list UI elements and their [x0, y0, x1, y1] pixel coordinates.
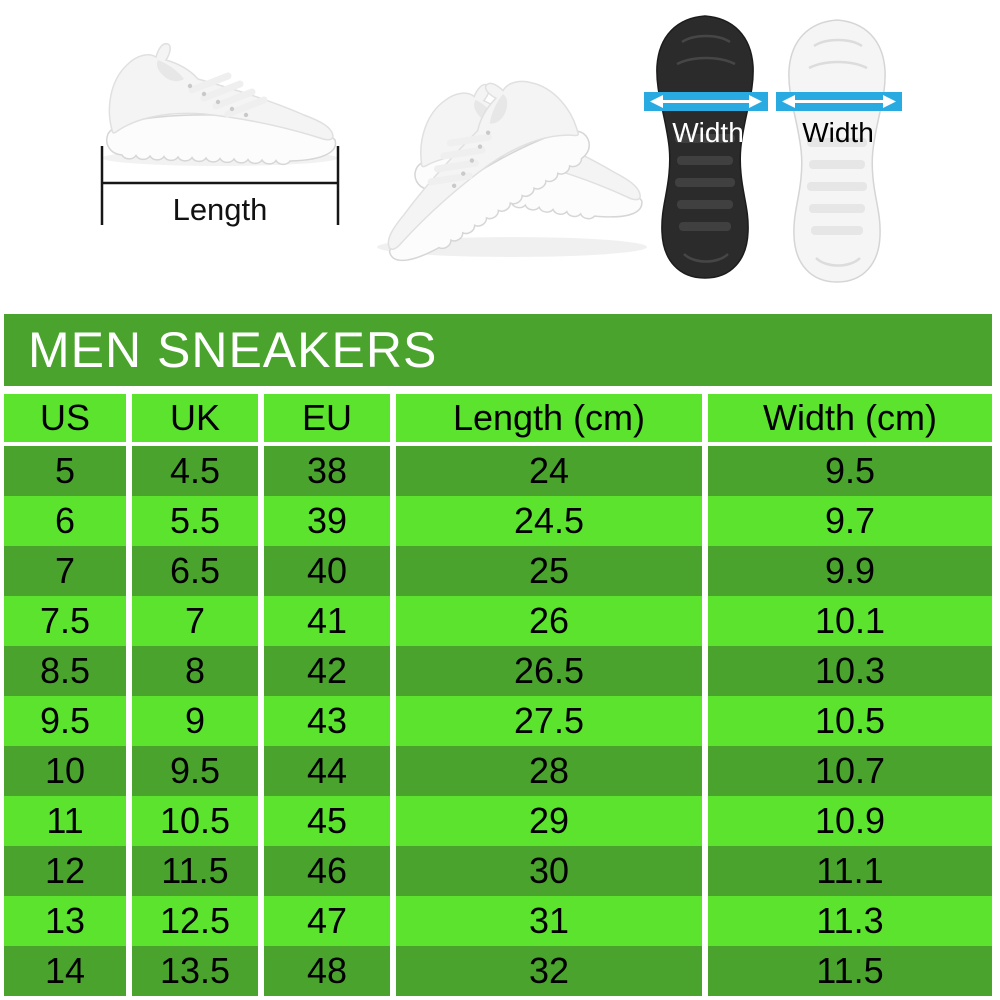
cell-uk: 11.5 [132, 846, 258, 896]
length-measure-photo: Length [80, 18, 355, 263]
cell-eu: 38 [264, 446, 390, 496]
cell-width: 10.3 [708, 646, 992, 696]
header-width: Width (cm) [708, 394, 992, 442]
sneaker-pair-illustration [352, 22, 664, 267]
cell-eu: 42 [264, 646, 390, 696]
header-us: US [4, 394, 126, 442]
cell-width: 9.7 [708, 496, 992, 546]
width-measure-photo: Width Width [642, 10, 908, 307]
header-row: US UK EU Length (cm) Width (cm) [4, 394, 992, 442]
cell-width: 11.5 [708, 946, 992, 996]
black-sole [656, 15, 754, 279]
cell-uk: 7 [132, 596, 258, 646]
cell-us: 9.5 [4, 696, 126, 746]
table-row: 10 9.5 44 28 10.7 [4, 746, 992, 796]
chart-title: MEN SNEAKERS [28, 322, 438, 378]
cell-uk: 13.5 [132, 946, 258, 996]
size-chart: MEN SNEAKERS US UK EU Length (cm) Width … [4, 314, 992, 996]
width-label-black-sole: Width [672, 117, 744, 148]
header-eu: EU [264, 394, 390, 442]
cell-eu: 45 [264, 796, 390, 846]
cell-length: 32 [396, 946, 702, 996]
cell-us: 5 [4, 446, 126, 496]
width-label-white-sole: Width [802, 117, 874, 148]
cell-length: 26 [396, 596, 702, 646]
sneaker-pair-photo [352, 22, 664, 272]
width-arrow-black-sole [644, 92, 768, 111]
table-row: 7.5 7 41 26 10.1 [4, 596, 992, 646]
side-sneaker-illustration: Length [100, 42, 340, 227]
cell-eu: 40 [264, 546, 390, 596]
cell-length: 30 [396, 846, 702, 896]
laces [188, 72, 268, 118]
cell-width: 9.9 [708, 546, 992, 596]
cell-us: 12 [4, 846, 126, 896]
cell-uk: 6.5 [132, 546, 258, 596]
cell-uk: 5.5 [132, 496, 258, 546]
table-body: 5 4.5 38 24 9.5 6 5.5 39 24.5 9.7 7 6.5 … [4, 446, 992, 996]
width-arrow-white-sole [776, 92, 902, 111]
cell-width: 11.3 [708, 896, 992, 946]
white-sole [788, 19, 886, 283]
cell-width: 10.7 [708, 746, 992, 796]
cell-eu: 39 [264, 496, 390, 546]
cell-eu: 48 [264, 946, 390, 996]
length-label: Length [173, 192, 268, 227]
cell-eu: 47 [264, 896, 390, 946]
table-row: 12 11.5 46 30 11.1 [4, 846, 992, 896]
cell-width: 10.5 [708, 696, 992, 746]
cell-eu: 46 [264, 846, 390, 896]
length-measure-bracket [100, 146, 340, 225]
cell-us: 7.5 [4, 596, 126, 646]
cell-uk: 10.5 [132, 796, 258, 846]
table-row: 6 5.5 39 24.5 9.7 [4, 496, 992, 546]
cell-uk: 9 [132, 696, 258, 746]
cell-width: 9.5 [708, 446, 992, 496]
cell-length: 29 [396, 796, 702, 846]
cell-length: 24.5 [396, 496, 702, 546]
cell-width: 10.1 [708, 596, 992, 646]
cell-uk: 9.5 [132, 746, 258, 796]
cell-length: 26.5 [396, 646, 702, 696]
chart-title-bar: MEN SNEAKERS [4, 314, 992, 386]
cell-eu: 43 [264, 696, 390, 746]
table-row: 9.5 9 43 27.5 10.5 [4, 696, 992, 746]
sneaker-side-view [102, 42, 338, 166]
eyelets [187, 83, 249, 118]
table-row: 7 6.5 40 25 9.9 [4, 546, 992, 596]
table-row: 5 4.5 38 24 9.5 [4, 446, 992, 496]
table-row: 14 13.5 48 32 11.5 [4, 946, 992, 996]
front-sneaker [352, 54, 599, 267]
soles-illustration: Width Width [644, 15, 902, 283]
cell-length: 31 [396, 896, 702, 946]
cell-us: 8.5 [4, 646, 126, 696]
cell-us: 14 [4, 946, 126, 996]
table-row: 13 12.5 47 31 11.3 [4, 896, 992, 946]
cell-uk: 12.5 [132, 896, 258, 946]
cell-us: 13 [4, 896, 126, 946]
cell-eu: 44 [264, 746, 390, 796]
cell-us: 6 [4, 496, 126, 546]
cell-length: 27.5 [396, 696, 702, 746]
cell-length: 28 [396, 746, 702, 796]
table-row: 8.5 8 42 26.5 10.3 [4, 646, 992, 696]
cell-width: 11.1 [708, 846, 992, 896]
cell-width: 10.9 [708, 796, 992, 846]
photo-strip: Length [0, 0, 1000, 314]
cell-us: 7 [4, 546, 126, 596]
cell-uk: 4.5 [132, 446, 258, 496]
cell-length: 24 [396, 446, 702, 496]
header-uk: UK [132, 394, 258, 442]
cell-us: 11 [4, 796, 126, 846]
cell-eu: 41 [264, 596, 390, 646]
cell-us: 10 [4, 746, 126, 796]
table-row: 11 10.5 45 29 10.9 [4, 796, 992, 846]
header-length: Length (cm) [396, 394, 702, 442]
cell-uk: 8 [132, 646, 258, 696]
cell-length: 25 [396, 546, 702, 596]
